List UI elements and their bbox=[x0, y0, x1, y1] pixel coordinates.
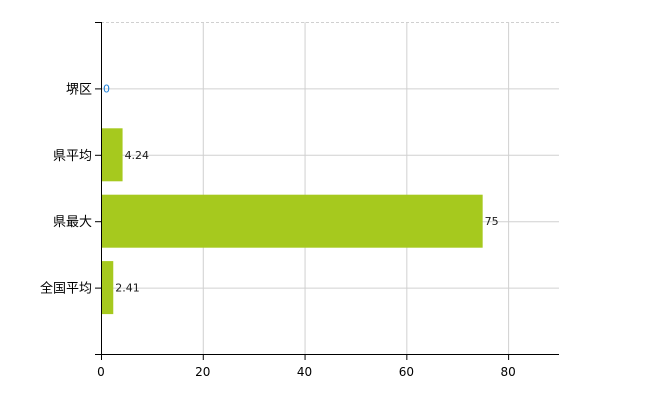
data-label: 4.24 bbox=[125, 149, 150, 162]
y-tick-label: 県最大 bbox=[53, 215, 92, 230]
data-label: 0 bbox=[103, 82, 110, 95]
bar bbox=[101, 128, 123, 182]
bar bbox=[101, 261, 114, 315]
x-tick-label: 80 bbox=[500, 365, 515, 379]
grid bbox=[101, 22, 559, 354]
y-tick-label: 全国平均 bbox=[40, 281, 92, 297]
x-tick-label: 40 bbox=[297, 365, 312, 379]
x-tick-label: 60 bbox=[399, 365, 414, 379]
bar bbox=[101, 194, 483, 248]
x-tick-label: 0 bbox=[97, 365, 105, 379]
axes bbox=[95, 22, 559, 360]
x-tick-label: 20 bbox=[195, 365, 210, 379]
data-label: 75 bbox=[485, 215, 499, 228]
bars bbox=[101, 128, 483, 315]
y-tick-label: 県平均 bbox=[53, 149, 92, 164]
data-label: 2.41 bbox=[115, 282, 140, 295]
y-tick-label: 堺区 bbox=[66, 82, 92, 97]
